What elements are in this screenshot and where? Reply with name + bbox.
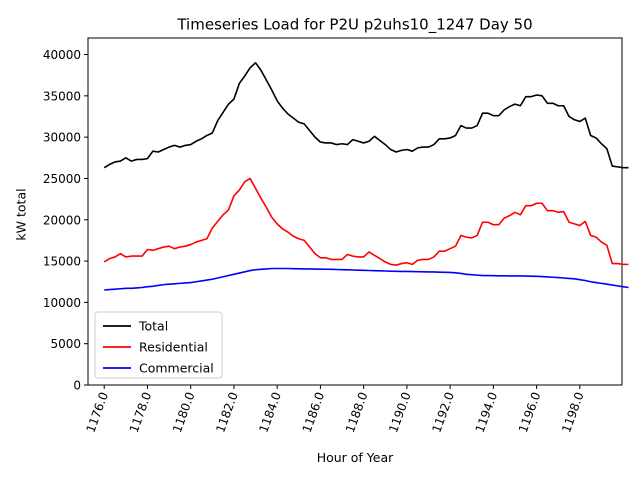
y-tick-label: 25000 (43, 172, 81, 186)
x-tick-label: 1186.0 (300, 390, 328, 434)
series-line-total (103, 61, 629, 169)
legend: Total Residential Commercial (94, 311, 223, 379)
x-tick-label: 1190.0 (386, 390, 414, 434)
y-tick-label: 10000 (43, 296, 81, 310)
series-line-residential (103, 177, 629, 267)
y-tick-label: 30000 (43, 131, 81, 145)
x-tick-label: 1198.0 (559, 390, 587, 434)
legend-label-residential: Residential (139, 340, 208, 355)
legend-label-commercial: Commercial (139, 361, 214, 376)
y-tick-label: 35000 (43, 89, 81, 103)
x-tick-label: 1194.0 (473, 390, 501, 434)
legend-box (94, 311, 223, 379)
chart-title: Timeseries Load for P2U p2uhs10_1247 Day… (176, 16, 532, 35)
series-lines (103, 61, 629, 291)
x-tick-label: 1192.0 (429, 390, 457, 434)
x-axis-ticks: 1176.0 1178.0 1180.0 1182.0 1184.0 1186.0 1188… (84, 385, 587, 434)
x-axis-label: Hour of Year (317, 450, 394, 465)
x-tick-label: 1178.0 (127, 390, 155, 434)
y-tick-label: 0 (73, 379, 81, 393)
plot-border (87, 37, 623, 386)
y-tick-label: 20000 (43, 213, 81, 227)
x-tick-label: 1176.0 (84, 390, 112, 434)
y-tick-label: 40000 (43, 48, 81, 62)
x-tick-label: 1182.0 (213, 390, 241, 434)
axes-frame (87, 37, 623, 386)
y-tick-label: 5000 (50, 337, 81, 351)
y-axis-label: kW total (14, 188, 29, 240)
y-tick-label: 15000 (43, 255, 81, 269)
x-tick-label: 1180.0 (170, 390, 198, 434)
series-line-commercial (104, 267, 629, 291)
x-tick-label: 1196.0 (516, 390, 544, 434)
y-axis-ticks: 0 5000 10000 15000 20000 25000 30000 35000 40000 (43, 48, 88, 393)
x-tick-label: 1184.0 (256, 390, 284, 434)
legend-label-total: Total (138, 319, 168, 334)
x-tick-label: 1188.0 (343, 390, 371, 434)
